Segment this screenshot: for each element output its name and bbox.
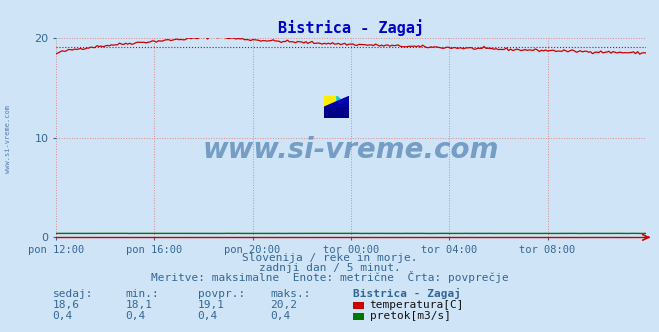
Text: min.:: min.: [125, 289, 159, 299]
Text: maks.:: maks.: [270, 289, 310, 299]
Text: 18,6: 18,6 [53, 300, 80, 310]
Text: Bistrica - Zagaj: Bistrica - Zagaj [353, 288, 461, 299]
Polygon shape [324, 96, 337, 107]
Text: temperatura[C]: temperatura[C] [370, 300, 464, 310]
Text: povpr.:: povpr.: [198, 289, 245, 299]
Polygon shape [337, 96, 349, 107]
Text: 0,4: 0,4 [53, 311, 73, 321]
Text: 0,4: 0,4 [198, 311, 218, 321]
Bar [324, 107, 349, 118]
Text: sedaj:: sedaj: [53, 289, 93, 299]
Polygon shape [324, 96, 349, 107]
Text: 20,2: 20,2 [270, 300, 297, 310]
Text: www.si-vreme.com: www.si-vreme.com [5, 106, 11, 173]
Text: 0,4: 0,4 [270, 311, 291, 321]
Text: 0,4: 0,4 [125, 311, 146, 321]
Text: www.si-vreme.com: www.si-vreme.com [203, 136, 499, 164]
Text: Meritve: maksimalne  Enote: metrične  Črta: povprečje: Meritve: maksimalne Enote: metrične Črta… [151, 271, 508, 283]
Text: 19,1: 19,1 [198, 300, 225, 310]
Title: Bistrica - Zagaj: Bistrica - Zagaj [278, 19, 424, 36]
Text: zadnji dan / 5 minut.: zadnji dan / 5 minut. [258, 263, 401, 273]
Text: Slovenija / reke in morje.: Slovenija / reke in morje. [242, 253, 417, 263]
Text: pretok[m3/s]: pretok[m3/s] [370, 311, 451, 321]
Text: 18,1: 18,1 [125, 300, 152, 310]
